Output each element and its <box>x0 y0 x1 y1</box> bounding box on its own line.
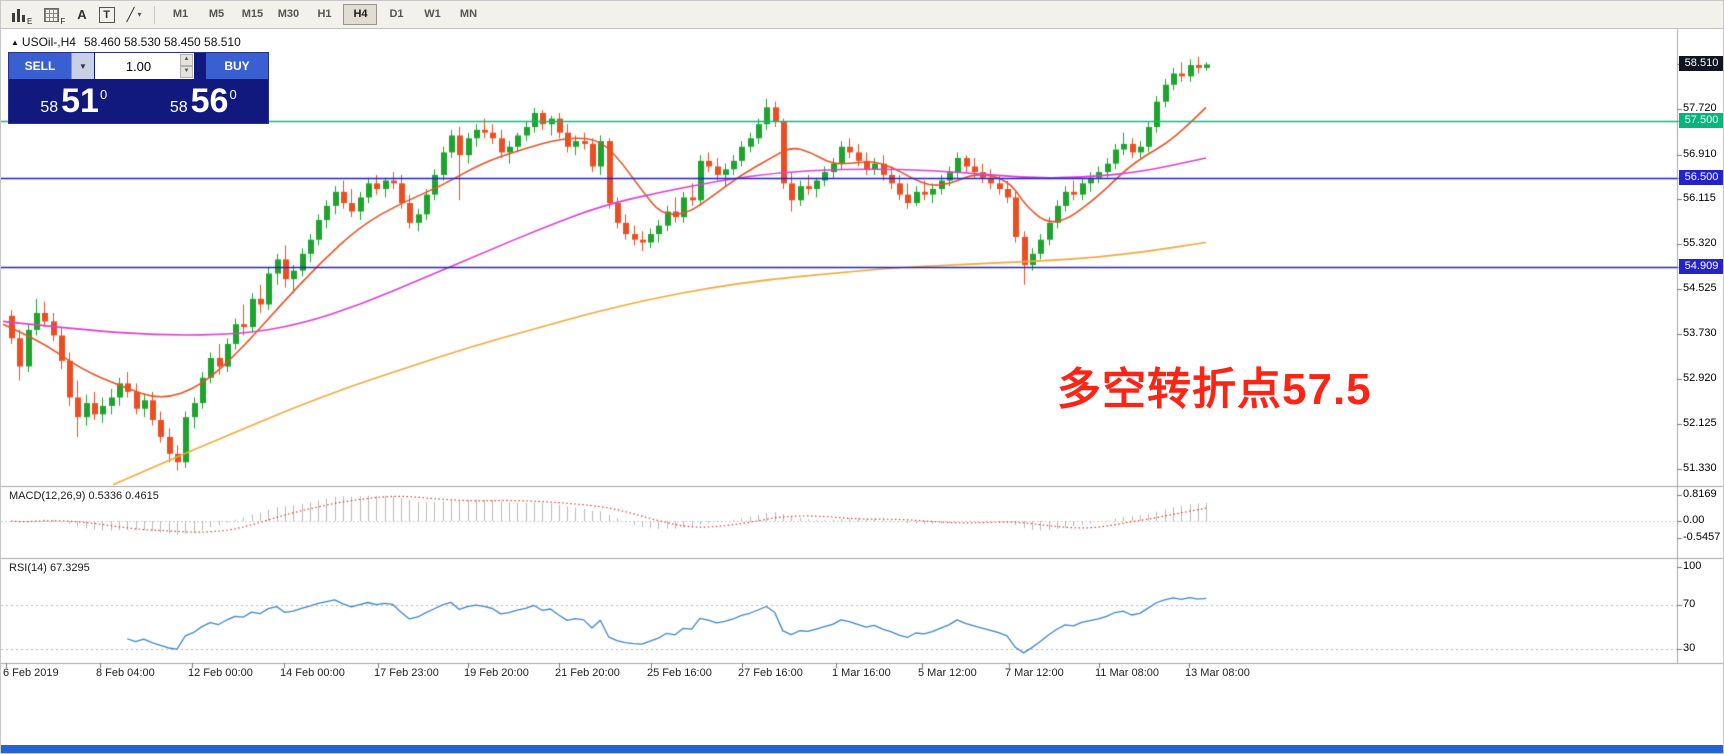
icon-sub-label-e: E <box>27 16 33 26</box>
price-axis-label: 55.320 <box>1683 237 1717 250</box>
price-axis-label: 51.330 <box>1683 462 1717 474</box>
timeframe-button-m15[interactable]: M15 <box>241 8 264 20</box>
toolbar-separator <box>154 5 156 24</box>
textbox-tool-button[interactable]: T <box>98 6 115 23</box>
chart-title: ▲ USOil-,H4 58.460 58.530 58.450 58.510 <box>11 35 241 49</box>
symbol-timeframe-label: USOil-,H4 <box>21 35 76 49</box>
toolbar: E F A T ╱ ▾ M1 M5 M15 M30 H1 H4 D1 W1 MN <box>1 1 1723 29</box>
dropdown-arrow-icon: ▼ <box>79 61 87 71</box>
sell-price-small: 58 <box>40 99 59 116</box>
timeframe-button-w1[interactable]: W1 <box>424 8 441 20</box>
macd-axis-label: -0.5457 <box>1683 531 1721 543</box>
rsi-indicator-label: RSI(14) 67.3295 <box>9 562 90 574</box>
price-axis-label: 53.730 <box>1683 326 1717 339</box>
price-axis-label: 52.920 <box>1683 372 1717 385</box>
price-axis-label: 54.909 <box>1679 259 1723 275</box>
price-axis-label: 52.125 <box>1683 417 1717 430</box>
timeframe-button-d1[interactable]: D1 <box>389 8 404 20</box>
timeframe-button-m1[interactable]: M1 <box>172 8 189 20</box>
buy-price-sup: 0 <box>229 87 237 102</box>
volume-box: ▲ ▼ <box>95 53 194 79</box>
rsi-axis-label: 30 <box>1683 642 1696 654</box>
price-axis[interactable]: 58.510 57.720 57.500 56.910 56.500 56.115 55.3… <box>1678 1 1723 753</box>
timeframe-button-m30[interactable]: M30 <box>277 8 300 20</box>
price-axis-label: 56.115 <box>1683 192 1716 205</box>
price-axis-label: 56.500 <box>1679 169 1723 185</box>
dropdown-caret-icon: ▾ <box>137 10 142 19</box>
sell-button[interactable]: SELL <box>9 53 71 79</box>
timeframe-button-mn[interactable]: MN <box>459 8 478 20</box>
volume-stepper: ▲ ▼ <box>180 54 193 78</box>
price-axis-label: 56.910 <box>1683 147 1717 160</box>
timeframe-button-m5[interactable]: M5 <box>208 8 225 20</box>
sell-price-big: 51 <box>61 82 99 120</box>
price-axis-label: 57.720 <box>1683 102 1717 114</box>
volume-stepper-down[interactable]: ▼ <box>180 66 193 78</box>
volume-stepper-up[interactable]: ▲ <box>180 54 193 66</box>
timeframe-button-h1[interactable]: H1 <box>317 8 332 20</box>
rsi-axis-label: 70 <box>1683 598 1696 610</box>
macd-indicator-label: MACD(12,26,9) 0.5336 0.4615 <box>9 490 159 502</box>
chart-annotation-text: 多空转折点57.5 <box>1057 365 1372 414</box>
volume-input[interactable] <box>95 53 194 79</box>
rsi-axis-label: 100 <box>1683 560 1702 572</box>
buy-price-small: 58 <box>169 99 188 116</box>
icon-sub-label-f: F <box>60 16 66 26</box>
buy-price-big: 56 <box>190 82 229 120</box>
timeframe-bar: M1 M5 M15 M30 H1 H4 D1 W1 MN <box>162 4 486 25</box>
macd-axis-label: 0.8169 <box>1683 488 1717 500</box>
taskbar-strip <box>1 745 1723 753</box>
candlestick-glyph-icon <box>11 8 26 22</box>
buy-button[interactable]: BUY <box>206 53 268 79</box>
timeframe-button-h4[interactable]: H4 <box>343 4 378 25</box>
drawing-tools-button[interactable]: ╱ ▾ <box>122 4 147 26</box>
indicator-template-button[interactable]: E <box>6 4 37 26</box>
sell-price-display: 58 51 0 <box>9 81 139 121</box>
grid-template-button[interactable]: F <box>39 4 70 26</box>
price-axis-label: 58.510 <box>1679 56 1723 72</box>
macd-axis: 0.8169 0.00 -0.5457 <box>1678 1 1723 753</box>
price-axis-label: 54.525 <box>1683 282 1717 294</box>
trade-options-dropdown-button[interactable]: ▼ <box>71 53 94 79</box>
trendline-icon: ╱ <box>126 6 135 22</box>
price-axis-label: 57.500 <box>1679 113 1723 129</box>
chart-marker-icon: ▲ <box>11 38 19 47</box>
text-tool-button[interactable]: A <box>77 7 87 22</box>
rsi-axis: 100 70 30 <box>1678 1 1723 753</box>
macd-axis-label: 0.00 <box>1683 514 1705 526</box>
one-click-trade-panel: SELL ▼ ▲ ▼ BUY 58 51 0 58 56 0 <box>9 53 268 123</box>
grid-glyph-icon <box>44 7 60 22</box>
buy-price-display: 58 56 0 <box>139 81 269 121</box>
sell-price-sup: 0 <box>99 87 108 102</box>
ohlc-values: 58.460 58.530 58.450 58.510 <box>83 35 241 49</box>
